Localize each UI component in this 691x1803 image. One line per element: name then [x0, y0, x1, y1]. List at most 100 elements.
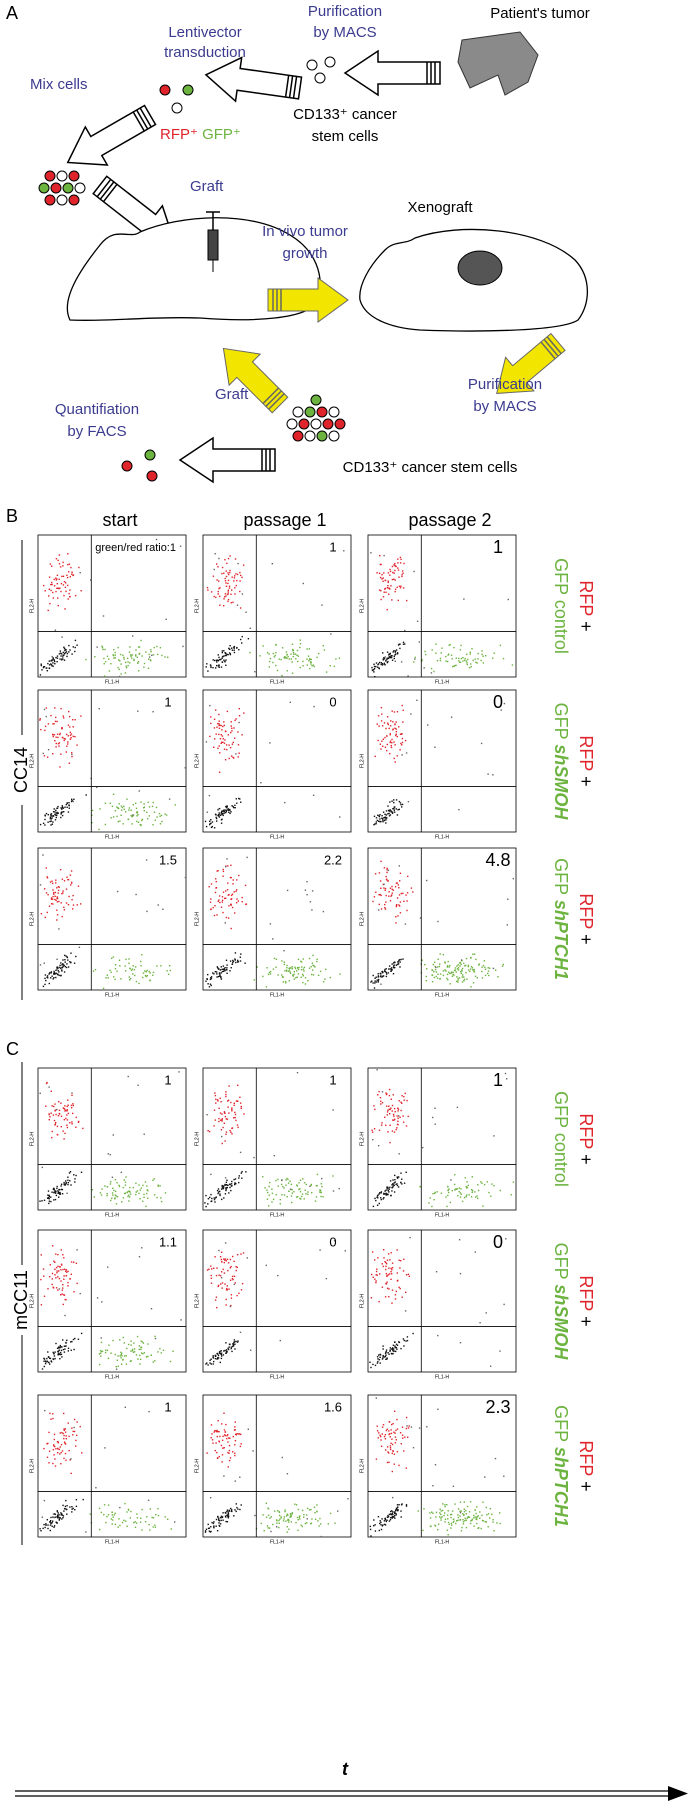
cell-dot: [275, 958, 278, 960]
cell-dot: [384, 889, 386, 891]
cell-dot: [45, 1524, 47, 1526]
cell-dot: [116, 1359, 118, 1361]
cell-dot: [231, 1185, 233, 1187]
cell-dot: [423, 1508, 425, 1510]
cell-dot: [493, 1135, 495, 1137]
cell-dot: [234, 804, 236, 806]
cell-dot: [441, 1516, 443, 1518]
cell-dot: [285, 982, 287, 984]
cell-dot: [412, 891, 414, 893]
cell-dot: [462, 660, 464, 662]
cell-dot: [231, 1509, 233, 1511]
label: transduction: [164, 44, 246, 61]
cell-dot: [444, 1518, 447, 1520]
cell-dot: [215, 1274, 218, 1277]
cell-dot: [250, 1349, 252, 1351]
cell-dot: [210, 1530, 212, 1533]
cell-dot: [209, 735, 211, 738]
cell-dot: [82, 1498, 84, 1501]
cell-dot: [133, 1351, 136, 1353]
plus-label: +: [576, 621, 596, 632]
cell-dot: [400, 892, 402, 895]
cell-dot: [439, 977, 441, 980]
cell-dot: [458, 977, 461, 979]
cell-dot: [300, 976, 302, 978]
cell-dot: [394, 562, 396, 565]
axis-label: FL2-H: [359, 1294, 365, 1308]
cell-dot: [227, 1184, 229, 1186]
cell-dot: [307, 655, 310, 657]
cell-dot: [210, 1497, 212, 1499]
cell-dot: [398, 959, 400, 962]
cell-dot: [399, 966, 401, 968]
cell-dot: [224, 580, 227, 582]
cell-dot: [464, 1517, 466, 1520]
cell-dot: [73, 1291, 75, 1293]
cell-dot: [381, 1525, 384, 1527]
plot-frame: [202, 1067, 352, 1211]
cell-dot: [387, 660, 389, 663]
cell-dot: [65, 1435, 67, 1437]
cell-dot: [462, 974, 464, 976]
cell-dot: [325, 1277, 328, 1280]
cell-dot: [52, 1462, 54, 1465]
cell-dot: [120, 805, 123, 807]
cell-dot: [111, 957, 113, 959]
cell-dot: [125, 970, 127, 972]
cell-dot: [52, 811, 55, 813]
cell-dot: [205, 666, 207, 668]
cell-dot: [399, 1432, 402, 1434]
cell-dot: [241, 1177, 243, 1179]
cell-dot: [376, 1356, 379, 1358]
cell-dot: [466, 1187, 468, 1189]
cell-dot: [71, 799, 73, 802]
cell-dot: [394, 1174, 396, 1177]
cell-dot: [385, 817, 387, 819]
cell-dot: [285, 1515, 288, 1517]
cell-dot: [369, 1361, 371, 1363]
cell-dot: [218, 666, 220, 668]
cell-dot: [52, 1245, 54, 1247]
cell-dot: [439, 1516, 441, 1518]
cell-dot: [100, 1337, 102, 1339]
cell-dot: [63, 1428, 65, 1430]
cell-dot: [456, 968, 459, 970]
cell-dot: [157, 904, 159, 906]
cell-dot: [73, 798, 75, 800]
cell-dot: [70, 961, 72, 964]
cell-dot: [311, 973, 313, 976]
cell-dot: [89, 1513, 91, 1515]
cell-dot: [54, 660, 56, 663]
cell-dot: [438, 965, 441, 968]
cell-dot: [132, 965, 134, 967]
cell-dot: [427, 724, 429, 726]
cell-dot: [471, 648, 473, 650]
cell-dot: [241, 593, 244, 595]
cell-dot: [395, 731, 398, 733]
cell-dot: [457, 1519, 459, 1521]
cell-dot: [227, 808, 229, 810]
cell-dot: [57, 1447, 59, 1450]
cell-dot: [447, 1194, 449, 1197]
cell-dot: [381, 1122, 383, 1124]
cell-dot: [425, 980, 427, 982]
cell-dot: [71, 1508, 73, 1510]
cell-dot: [226, 1514, 228, 1517]
cell-dot: [62, 1515, 65, 1517]
cell-dot: [156, 965, 158, 967]
cell-dot: [384, 1434, 387, 1436]
cell-dot: [63, 971, 66, 973]
cell-dot: [111, 1514, 113, 1516]
cell-dot: [43, 708, 46, 711]
cell-dot: [119, 1355, 121, 1357]
cell-dot: [127, 1343, 130, 1346]
cell-dot: [269, 970, 272, 973]
cell-dot: [218, 656, 220, 659]
cell-dot: [63, 594, 65, 597]
cell-dot: [64, 954, 66, 957]
cell-dot: [432, 1485, 434, 1487]
cell-dot: [222, 655, 224, 658]
